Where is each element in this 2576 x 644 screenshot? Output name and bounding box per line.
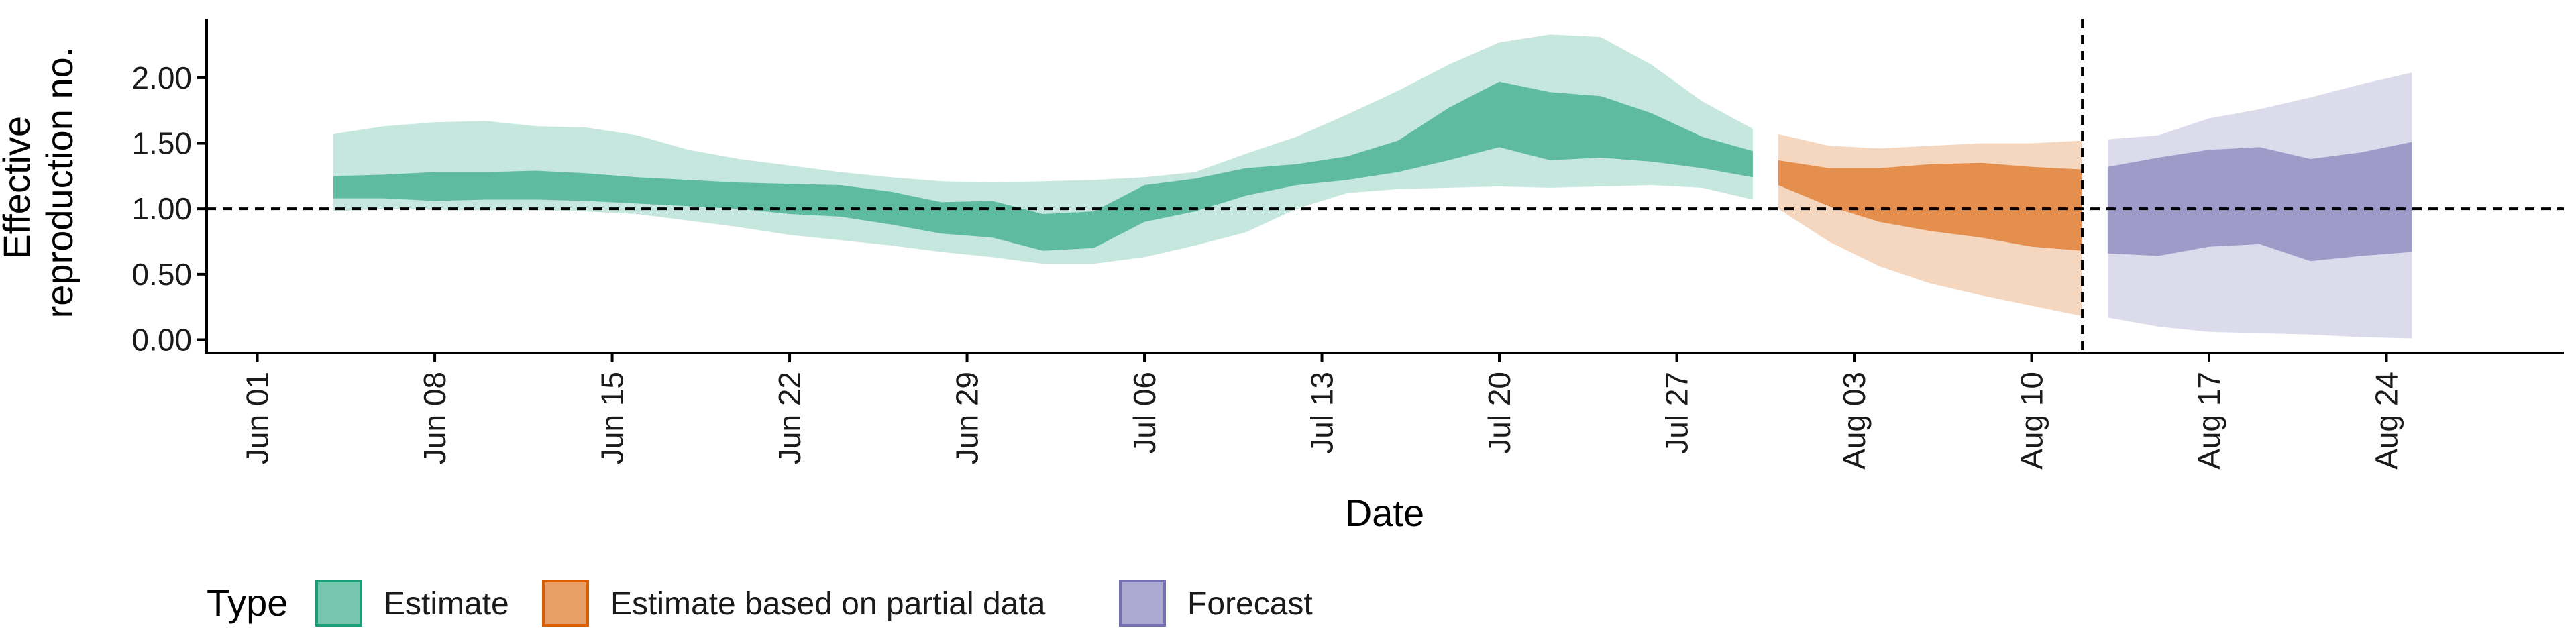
- x-tick-label: Jun 08: [417, 372, 452, 464]
- reference-lines: [207, 19, 2564, 353]
- y-axis-title-line-1: Effective: [0, 116, 38, 260]
- legend-key-estimate: [315, 580, 362, 627]
- y-tick-label: 1.00: [131, 191, 192, 226]
- x-tick-label: Jun 01: [240, 372, 275, 464]
- x-tick-label: Jul 20: [1482, 372, 1517, 454]
- band-90-estimate: [333, 34, 1753, 264]
- y-tick-label: 1.50: [131, 126, 192, 161]
- legend-key-forecast: [1119, 580, 1166, 627]
- band-50-estimate: [333, 81, 1753, 251]
- band-50-estimate-based-on-partial-data: [1778, 160, 2083, 251]
- band-50-forecast: [2107, 142, 2412, 262]
- y-axis-title-line-2: reproduction no.: [38, 47, 80, 319]
- x-tick-label: Jun 22: [772, 372, 807, 464]
- y-tick-label: 0.00: [131, 322, 192, 357]
- x-tick-label: Jul 06: [1127, 372, 1162, 454]
- x-axis-ticks: Jun 01 Jun 08 Jun 15 Jun 22 Jun 29 Jul 06 Jul …: [240, 353, 2404, 470]
- legend-label-partial: Estimate based on partial data: [610, 586, 1046, 622]
- legend-title: Type: [207, 582, 288, 624]
- x-tick-label: Jul 13: [1305, 372, 1340, 454]
- legend-key-partial: [542, 580, 589, 627]
- x-tick-label: Aug 24: [2369, 372, 2404, 470]
- x-tick-label: Jun 15: [595, 372, 630, 464]
- legend-label-forecast: Forecast: [1187, 586, 1313, 622]
- x-tick-label: Aug 03: [1837, 372, 1872, 470]
- y-tick-label: 0.50: [131, 257, 192, 292]
- x-axis-title: Date: [1345, 492, 1424, 534]
- y-axis-title: Effective reproduction no.: [0, 47, 80, 319]
- legend-label-estimate: Estimate: [384, 586, 509, 622]
- x-tick-label: Aug 17: [2192, 372, 2226, 470]
- x-tick-label: Jul 27: [1660, 372, 1695, 454]
- x-tick-label: Aug 10: [2015, 372, 2049, 470]
- y-axis-ticks: 0.00 0.50 1.00 1.50 2.00: [131, 60, 207, 357]
- series-bands: [333, 34, 2412, 339]
- y-tick-label: 2.00: [131, 60, 192, 95]
- legend: Type Estimate Estimate based on partial …: [207, 580, 1313, 627]
- axes: [205, 19, 2564, 354]
- x-tick-label: Jun 29: [950, 372, 985, 464]
